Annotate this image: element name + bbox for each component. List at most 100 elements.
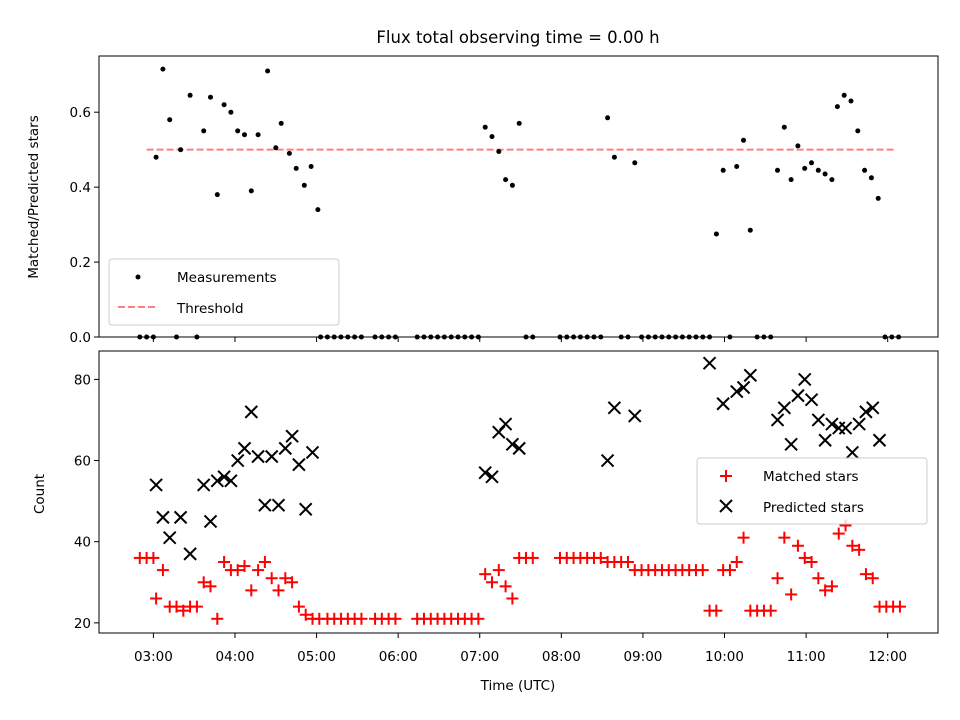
matched-point — [526, 551, 539, 564]
x-tick-label: 06:00 — [379, 649, 418, 665]
predicted-point — [183, 547, 197, 561]
matched-point — [299, 608, 312, 621]
x-axis-label: Time (UTC) — [480, 678, 556, 694]
matched-point — [156, 564, 169, 577]
measurement-point — [178, 147, 184, 153]
measurement-point — [848, 98, 854, 104]
x-tick-label: 04:00 — [216, 649, 255, 665]
predicted-point — [852, 417, 866, 431]
measurement-point — [834, 104, 840, 110]
matched-point — [218, 555, 231, 568]
measurement-point — [153, 154, 159, 160]
matched-point — [286, 576, 299, 589]
measurement-point — [822, 171, 828, 177]
predicted-point — [798, 372, 812, 387]
legend-predicted-label: Predicted stars — [763, 500, 864, 516]
bottom-y-tick-label: 60 — [74, 454, 91, 470]
measurement-point — [286, 150, 292, 156]
legend-measurements-marker — [135, 274, 141, 280]
measurement-point — [747, 227, 753, 233]
predicted-point — [607, 401, 622, 415]
x-tick-label: 12:00 — [868, 649, 907, 665]
legend-measurements-label: Measurements — [177, 270, 277, 286]
measurement-point — [809, 160, 814, 166]
measurement-point — [315, 207, 321, 213]
matched-point — [292, 600, 305, 613]
x-tick-label: 11:00 — [787, 649, 826, 665]
matched-point — [771, 572, 784, 585]
legend-threshold-label: Threshold — [176, 301, 244, 317]
measurement-point — [788, 177, 794, 183]
predicted-point — [305, 445, 320, 460]
measurement-point — [160, 66, 166, 72]
legend-predicted-marker — [719, 499, 733, 513]
top-y-axis-label: Matched/Predicted stars — [26, 115, 42, 278]
matched-point — [866, 572, 879, 585]
matched-point — [825, 580, 838, 593]
bottom-y-tick-label: 20 — [74, 616, 91, 632]
predicted-point — [866, 401, 880, 415]
x-tick-label: 03:00 — [134, 649, 173, 665]
matched-point — [798, 551, 811, 564]
measurement-point — [605, 115, 611, 121]
top-y-tick-label: 0.4 — [70, 180, 91, 196]
x-tick-label: 10:00 — [705, 649, 744, 665]
top-legend: Measurements Threshold — [108, 258, 340, 326]
predicted-point — [156, 510, 170, 525]
matched-point — [258, 555, 271, 568]
measurement-point — [308, 164, 314, 169]
predicted-point — [173, 510, 188, 525]
matched-point — [472, 612, 485, 625]
x-tick-label: 08:00 — [542, 649, 581, 665]
matched-point — [211, 612, 224, 625]
measurement-point — [868, 175, 874, 181]
measurement-point — [802, 165, 808, 171]
predicted-point — [478, 466, 492, 480]
measurement-point — [775, 167, 780, 173]
measurement-point — [862, 167, 868, 173]
predicted-point — [628, 409, 642, 423]
predicted-point — [292, 457, 306, 472]
matched-point — [832, 527, 845, 540]
top-y-tick-label: 0.0 — [70, 330, 91, 346]
matched-point — [805, 555, 818, 568]
measurement-point — [795, 143, 801, 149]
predicted-point — [804, 392, 819, 407]
predicted-point — [203, 514, 218, 529]
matched-point — [238, 560, 251, 573]
matched-point — [791, 539, 804, 552]
measurement-point — [503, 177, 509, 183]
measurement-point — [228, 109, 234, 115]
matched-point — [621, 555, 634, 568]
predicted-point — [298, 502, 313, 516]
measurement-point — [301, 182, 307, 188]
bottom-y-axis: 20 40 60 80 — [74, 372, 99, 632]
predicted-point — [777, 401, 792, 415]
predicted-point — [872, 433, 887, 447]
top-y-tick-label: 0.2 — [70, 255, 91, 271]
predicted-point — [217, 470, 231, 484]
predicted-point — [845, 445, 860, 460]
predicted-point — [730, 384, 744, 399]
measurement-point — [273, 145, 279, 151]
measurement-point — [482, 124, 488, 130]
predicted-point — [196, 478, 211, 492]
predicted-point — [784, 437, 798, 452]
top-legend-box — [108, 258, 340, 326]
predicted-point — [838, 421, 853, 435]
measurement-point — [509, 182, 515, 188]
matched-point — [197, 576, 210, 589]
matched-point — [252, 564, 265, 577]
matched-point — [150, 592, 163, 605]
measurement-point — [875, 195, 881, 201]
predicted-point — [811, 413, 826, 427]
bottom-legend: Matched stars Predicted stars — [696, 457, 928, 525]
top-chart-title: Flux total observing time = 0.00 h — [376, 28, 659, 47]
bottom-plot-area — [133, 356, 906, 625]
predicted-point — [271, 498, 286, 512]
matched-point — [846, 539, 859, 552]
top-x-axis — [152, 337, 889, 342]
predicted-point — [498, 417, 513, 431]
